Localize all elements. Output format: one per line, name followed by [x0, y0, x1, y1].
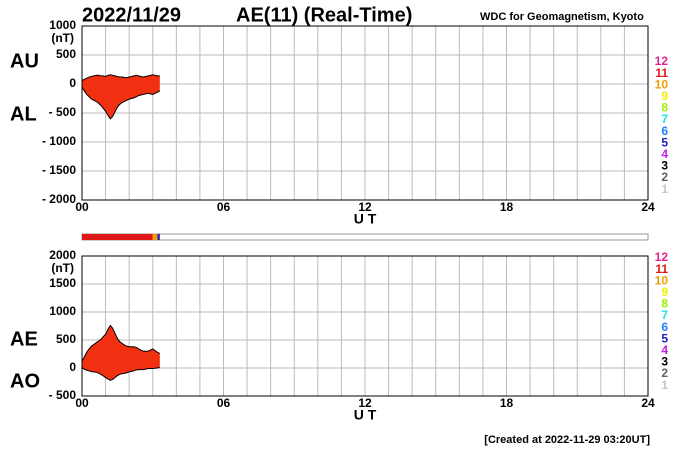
- station-bar-frame: [81, 233, 649, 241]
- y-tick-label: - 500: [49, 105, 77, 119]
- y-tick-label: - 2000: [42, 192, 76, 206]
- station-legend: 9: [661, 285, 668, 299]
- footer: [Created at 2022-11-29 03:20UT]: [484, 434, 650, 446]
- y-unit: (nT): [51, 261, 74, 275]
- station-legend: 2: [661, 170, 668, 184]
- y-tick-label: - 500: [49, 388, 77, 402]
- y-tick-label: 1000: [49, 18, 76, 32]
- station-segment: [157, 234, 160, 240]
- station-legend: 6: [661, 320, 668, 334]
- area-line: [81, 74, 160, 81]
- area-line: [81, 87, 161, 120]
- plot-frame: [81, 25, 649, 201]
- x-tick-label: 18: [500, 200, 514, 214]
- station-legend: 1: [661, 378, 668, 392]
- series-name: AL: [10, 103, 37, 125]
- series-name: AU: [10, 50, 39, 72]
- y-tick-label: 1000: [49, 304, 76, 318]
- x-tick-label: 18: [500, 396, 514, 410]
- y-tick-label: - 1000: [42, 134, 76, 148]
- station-legend: 8: [661, 101, 668, 115]
- y-tick-label: 0: [69, 360, 76, 374]
- y-tick-label: - 1500: [42, 163, 76, 177]
- plot-frame: [81, 255, 649, 397]
- station-legend: 3: [661, 159, 668, 173]
- y-tick-label: 500: [56, 47, 76, 61]
- series-name: AE: [10, 328, 38, 350]
- station-legend: 3: [661, 355, 668, 369]
- x-tick-label: 12: [358, 200, 372, 214]
- station-legend: 12: [655, 250, 669, 264]
- x-tick-label: 00: [75, 396, 89, 410]
- y-tick-label: 500: [56, 332, 76, 346]
- station-legend: 6: [661, 124, 668, 138]
- y-tick-label: 0: [69, 76, 76, 90]
- title: AE(11) (Real-Time): [236, 4, 412, 26]
- area-fill: [82, 84, 160, 119]
- station-legend: 11: [655, 262, 668, 276]
- x-tick-label: 00: [75, 200, 89, 214]
- station-legend: 4: [661, 147, 668, 161]
- x-tick-label: 06: [217, 200, 231, 214]
- area-line: [81, 324, 161, 362]
- area-fill: [82, 74, 160, 84]
- x-tick-label: 12: [358, 396, 372, 410]
- series-name: AO: [10, 370, 40, 392]
- station-legend: 5: [661, 135, 668, 149]
- station-segment: [82, 234, 153, 240]
- x-tick-label: 24: [641, 396, 655, 410]
- y-tick-label: 1500: [49, 276, 76, 290]
- station-legend: 12: [655, 54, 669, 68]
- x-tick-label: 06: [217, 396, 231, 410]
- station-legend: 2: [661, 366, 668, 380]
- station-legend: 11: [655, 66, 668, 80]
- x-tick-label: 24: [641, 200, 655, 214]
- station-legend: 9: [661, 89, 668, 103]
- x-axis-label: U T: [354, 211, 377, 227]
- x-axis-label: U T: [354, 407, 377, 423]
- date: 2022/11/29: [82, 4, 181, 26]
- y-unit: (nT): [51, 31, 74, 45]
- station-legend: 10: [655, 77, 669, 91]
- station-legend: 4: [661, 343, 668, 357]
- station-legend: 10: [655, 273, 669, 287]
- y-tick-label: 2000: [49, 248, 76, 262]
- station-legend: 7: [661, 112, 668, 126]
- source: WDC for Geomagnetism, Kyoto: [480, 11, 644, 23]
- station-legend: 8: [661, 297, 668, 311]
- station-legend: 7: [661, 308, 668, 322]
- station-segment: [152, 234, 158, 240]
- station-legend: 5: [661, 331, 668, 345]
- area-line: [81, 366, 160, 381]
- area-fill: [82, 325, 160, 368]
- station-legend: 1: [661, 182, 668, 196]
